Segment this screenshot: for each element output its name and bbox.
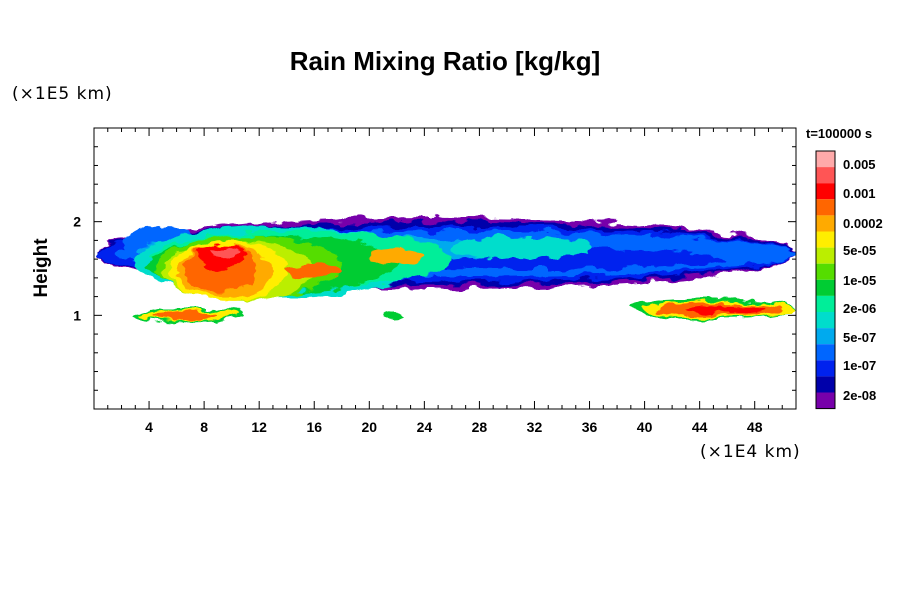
colorbar-swatch [816,328,835,345]
colorbar-label: 0.005 [843,157,876,172]
x-tick-label: 40 [637,419,653,435]
colorbar-label: 2e-08 [843,388,876,403]
y-tick-label: 1 [73,307,81,323]
x-tick-label: 44 [692,419,708,435]
y-tick-label: 2 [73,214,81,230]
colorbar-swatch [816,312,835,329]
colorbar-label: 1e-05 [843,273,876,288]
colorbar-swatch [816,279,835,296]
x-tick-label: 24 [417,419,433,435]
rain-contour [451,235,590,260]
rain-contour [369,247,425,264]
colorbar-swatch [816,199,835,216]
rain-contour [286,263,342,278]
colorbar-label: 5e-05 [843,243,876,258]
time-label: t=100000 s [806,126,873,141]
x-tick-label: 32 [527,419,543,435]
colorbar-label: 0.001 [843,186,876,201]
x-tick-label: 4 [145,419,153,435]
colorbar-swatch [816,392,835,409]
colorbar: 0.005 0.001 0.0002 5e-05 1e-05 2e-06 5e-07 1e-0… [815,150,883,410]
x-tick-label: 48 [747,419,763,435]
colorbar-swatch [816,183,835,200]
rain-contour [155,311,218,321]
x-tick-label: 8 [200,419,208,435]
x-tick-label: 20 [362,419,378,435]
y-axis: 12 [73,146,796,391]
x-tick-label: 28 [472,419,488,435]
y-unit-label: (×1E5 km) [12,84,113,104]
x-unit-label: (×1E4 km) [700,442,801,462]
colorbar-swatch [816,151,835,168]
colorbar-label: 0.0002 [843,216,883,231]
colorbar-swatch [816,247,835,264]
rain-contour [383,313,404,321]
x-tick-label: 36 [582,419,598,435]
colorbar-label: 5e-07 [843,330,876,345]
colorbar-swatch [816,167,835,184]
x-tick-label: 12 [251,419,267,435]
rain-contour [685,305,769,314]
colorbar-frame [815,150,836,410]
x-tick-label: 16 [306,419,322,435]
x-axis: 4 8 12 16 20 24 28 32 36 40 44 48 [107,128,783,435]
colorbar-label: 1e-07 [843,358,876,373]
colorbar-swatch [816,376,835,393]
colorbar-label: 2e-06 [843,301,876,316]
colorbar-swatch [816,263,835,280]
colorbar-swatch [816,360,835,377]
colorbar-swatch [816,295,835,312]
rain-contour [211,247,239,260]
colorbar-swatch [816,344,835,361]
chart-title: Rain Mixing Ratio [kg/kg] [289,46,601,76]
rain-field [94,217,796,323]
plot-frame [93,127,797,410]
colorbar-swatch [816,215,835,232]
colorbar-swatch [816,231,835,248]
